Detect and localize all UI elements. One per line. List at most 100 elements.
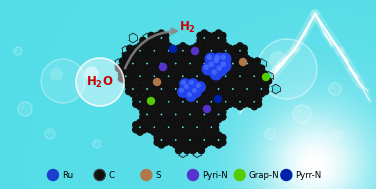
Circle shape <box>168 109 175 115</box>
Polygon shape <box>171 135 180 145</box>
Circle shape <box>154 83 161 90</box>
Circle shape <box>191 63 197 69</box>
Circle shape <box>240 63 246 69</box>
Circle shape <box>234 83 240 90</box>
Polygon shape <box>186 110 194 119</box>
Circle shape <box>261 71 268 77</box>
Circle shape <box>244 91 250 97</box>
Circle shape <box>198 45 205 52</box>
Circle shape <box>141 96 147 103</box>
Polygon shape <box>136 97 144 107</box>
Circle shape <box>184 71 190 77</box>
Circle shape <box>241 71 247 77</box>
Circle shape <box>165 52 172 59</box>
Polygon shape <box>207 122 215 132</box>
Circle shape <box>151 52 158 59</box>
Circle shape <box>197 88 203 95</box>
Circle shape <box>219 53 231 65</box>
Circle shape <box>76 58 124 106</box>
Circle shape <box>194 129 200 135</box>
Polygon shape <box>186 135 194 145</box>
Circle shape <box>201 116 208 122</box>
Circle shape <box>255 96 262 103</box>
Circle shape <box>218 101 225 107</box>
Circle shape <box>215 106 222 113</box>
Circle shape <box>130 65 136 71</box>
Circle shape <box>248 83 255 90</box>
Circle shape <box>215 30 222 36</box>
Circle shape <box>155 50 162 56</box>
Circle shape <box>329 83 341 95</box>
Circle shape <box>137 78 143 84</box>
Circle shape <box>220 109 226 115</box>
Circle shape <box>258 81 265 87</box>
Text: C: C <box>109 170 115 180</box>
Circle shape <box>151 94 158 100</box>
Circle shape <box>147 122 153 128</box>
Circle shape <box>191 114 197 120</box>
Circle shape <box>140 88 146 95</box>
Circle shape <box>147 98 155 105</box>
Polygon shape <box>214 84 223 94</box>
Circle shape <box>211 83 218 90</box>
Polygon shape <box>179 71 187 81</box>
Circle shape <box>176 147 182 154</box>
Circle shape <box>194 103 200 110</box>
Circle shape <box>251 78 258 84</box>
Polygon shape <box>236 46 244 56</box>
Circle shape <box>148 88 155 95</box>
Polygon shape <box>193 148 201 157</box>
Circle shape <box>223 78 229 84</box>
Circle shape <box>137 94 143 100</box>
Polygon shape <box>236 71 244 81</box>
Circle shape <box>154 37 161 44</box>
Text: Grap-N: Grap-N <box>249 170 279 180</box>
Circle shape <box>201 81 208 87</box>
Circle shape <box>161 126 168 133</box>
Circle shape <box>148 109 155 115</box>
Circle shape <box>183 109 189 115</box>
Circle shape <box>190 71 196 77</box>
Circle shape <box>234 88 240 95</box>
Circle shape <box>204 122 211 128</box>
Circle shape <box>208 43 215 49</box>
Circle shape <box>220 134 226 141</box>
Circle shape <box>208 119 215 126</box>
Polygon shape <box>157 135 165 145</box>
Polygon shape <box>271 84 280 94</box>
Circle shape <box>188 93 191 96</box>
Circle shape <box>137 119 143 126</box>
Circle shape <box>255 71 262 77</box>
Circle shape <box>173 142 179 148</box>
Circle shape <box>262 74 270 81</box>
Circle shape <box>212 75 219 82</box>
Circle shape <box>191 47 199 54</box>
Circle shape <box>148 37 155 44</box>
Polygon shape <box>250 97 258 107</box>
Circle shape <box>193 89 196 92</box>
Circle shape <box>141 75 147 82</box>
Circle shape <box>15 49 18 51</box>
Circle shape <box>154 134 161 141</box>
Circle shape <box>247 101 253 107</box>
Circle shape <box>161 45 168 52</box>
Circle shape <box>197 32 203 39</box>
Circle shape <box>170 122 176 128</box>
Circle shape <box>148 32 155 39</box>
Circle shape <box>220 32 226 39</box>
Circle shape <box>144 106 150 113</box>
Circle shape <box>144 116 150 122</box>
Circle shape <box>198 101 205 107</box>
Circle shape <box>168 134 175 141</box>
Polygon shape <box>143 59 151 68</box>
Circle shape <box>204 65 208 69</box>
Circle shape <box>165 94 172 100</box>
Circle shape <box>133 101 139 107</box>
Circle shape <box>133 45 139 52</box>
Circle shape <box>141 50 147 56</box>
Polygon shape <box>143 84 151 94</box>
Circle shape <box>95 142 97 144</box>
Circle shape <box>187 56 193 62</box>
Circle shape <box>198 50 205 56</box>
Circle shape <box>183 114 189 120</box>
